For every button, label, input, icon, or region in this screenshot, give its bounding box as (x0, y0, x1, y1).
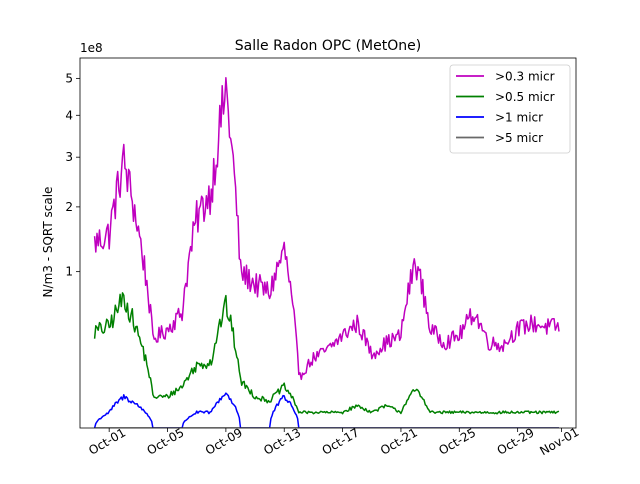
legend: >0.3 micr >0.5 micr >1 micr >5 micr (449, 64, 571, 154)
y-tick-label: 5 (65, 71, 73, 85)
chart-title: Salle Radon OPC (MetOne) (235, 38, 421, 54)
y-tick-label: 2 (65, 200, 73, 214)
legend-label: >5 micr (495, 131, 543, 145)
series-layer (93, 77, 560, 428)
legend-label: >0.5 micr (495, 90, 555, 104)
y-tick-label: 3 (65, 150, 73, 164)
series-line-2 (93, 292, 560, 415)
legend-label: >0.3 micr (495, 70, 555, 84)
y-axis-offset-text: 1e8 (80, 41, 103, 55)
y-axis-label: N/m3 - SQRT scale (41, 187, 55, 298)
series-line-1 (93, 77, 560, 381)
legend-label: >1 micr (495, 111, 543, 125)
y-tick-label: 1 (65, 265, 73, 279)
y-tick-label: 4 (65, 108, 73, 122)
legend-box (449, 64, 571, 154)
y-axis: 1 2 3 4 5 (65, 71, 80, 279)
plot-frame (79, 57, 577, 429)
